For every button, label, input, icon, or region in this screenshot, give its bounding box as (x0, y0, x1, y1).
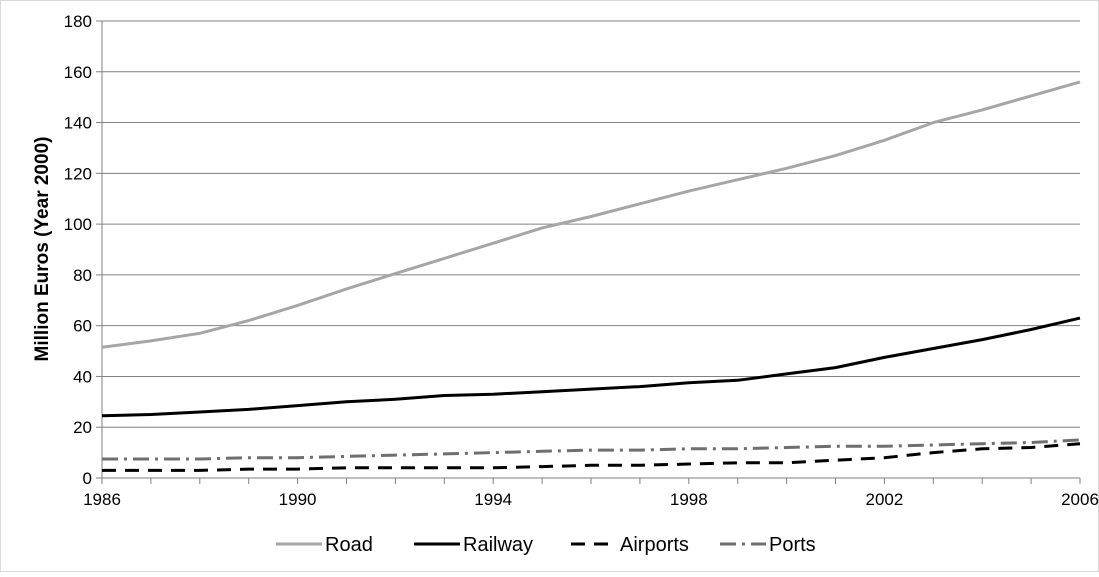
y-axis-label: Million Euros (Year 2000) (32, 137, 53, 362)
gridlines (102, 20, 1080, 428)
legend-label-airports: Airports (620, 534, 689, 556)
y-tick-label: 40 (73, 367, 92, 386)
y-tick-labels: 0 20 40 60 80 100 120 140 160 180 (64, 12, 92, 488)
x-tick-label: 2002 (865, 490, 903, 509)
y-tick-label: 0 (83, 469, 92, 488)
x-tick-label: 1998 (670, 490, 708, 509)
legend: Road Railway Airports Ports (276, 534, 816, 556)
series-line-airports (102, 442, 1081, 472)
y-tick-label: 60 (73, 317, 92, 336)
x-tick-label: 1990 (279, 490, 317, 509)
y-tick-label: 100 (64, 215, 92, 234)
series-lines (101, 80, 1081, 472)
series-line-road (101, 80, 1081, 349)
x-tick-label: 1986 (83, 490, 121, 509)
y-tick-label: 160 (64, 63, 92, 82)
y-tick-label: 140 (64, 114, 92, 133)
legend-label-road: Road (325, 534, 373, 556)
y-tick-label: 80 (73, 266, 92, 285)
y-tick-label: 120 (64, 164, 92, 183)
x-tick-labels: 1986 1990 1994 1998 2002 2006 (83, 490, 1099, 509)
series-line-ports (102, 438, 1081, 461)
y-tick-label: 20 (73, 418, 92, 437)
axes (96, 20, 1081, 484)
y-tick-label: 180 (64, 12, 92, 31)
legend-label-ports: Ports (769, 534, 816, 556)
series-line-railway (101, 316, 1081, 418)
legend-label-railway: Railway (463, 534, 533, 556)
x-tick-label: 2006 (1061, 490, 1099, 509)
x-tick-label: 1994 (474, 490, 512, 509)
